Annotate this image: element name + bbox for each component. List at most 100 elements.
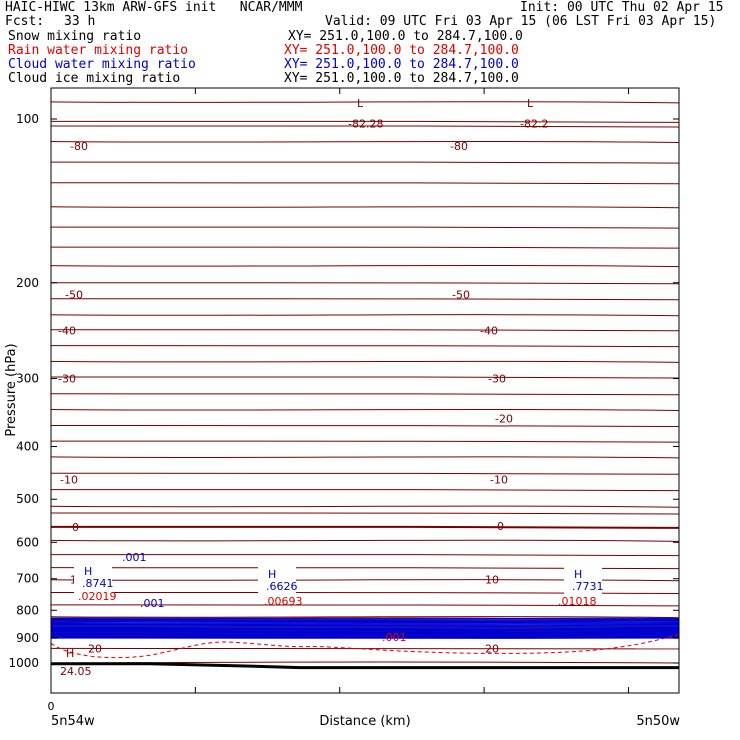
isotherm: [50, 408, 680, 412]
isotherm: [50, 125, 680, 128]
isotherm: [50, 456, 680, 459]
isotherm: [50, 440, 680, 443]
valid-time: Valid: 09 UTC Fri 03 Apr 15 (06 LST Fri …: [325, 14, 717, 29]
y-tick-label: 900: [16, 631, 39, 645]
isotherm: [50, 298, 680, 301]
isotherm: [50, 539, 680, 542]
x-axis: [50, 88, 629, 693]
isotherm: [50, 525, 680, 529]
x-tick-label-0: 0: [48, 700, 55, 713]
isotherm: [50, 505, 680, 508]
isotherm: [50, 472, 680, 475]
temp-label: 24.05: [60, 665, 92, 678]
isotherm: [50, 393, 680, 396]
temp-label: -30: [58, 373, 76, 386]
temp-label: -80: [450, 140, 468, 153]
isotherm: [50, 161, 680, 164]
rain-water-max-value: .00693: [264, 595, 303, 608]
extremum-mark: L: [357, 97, 364, 110]
y-axis-label: Pressure (hPa): [4, 343, 19, 436]
rain-water-max-value: .01018: [558, 595, 597, 608]
isotherm: [50, 182, 680, 185]
rain-water-max-value: .02019: [78, 590, 117, 603]
y-tick-label: 600: [16, 535, 39, 549]
isotherm: [50, 314, 680, 317]
cloud-water-label: .001: [140, 597, 165, 610]
cloud-water-max-value: .8741: [82, 577, 114, 590]
temp-label: -40: [58, 325, 76, 338]
temp-label: -10: [490, 474, 508, 487]
isotherm: [50, 226, 680, 229]
isotherm: [50, 140, 680, 144]
y-tick-label: 800: [16, 603, 39, 617]
temp-label: -30: [488, 373, 506, 386]
cloud-water-isoline: [50, 628, 680, 631]
rain-water-label: .001: [382, 631, 407, 644]
isotherm: [50, 345, 680, 348]
extremum-mark: L: [527, 97, 534, 110]
y-tick-label: 100: [16, 112, 39, 126]
rain-water-contour: [50, 633, 680, 659]
temp-label: -82.2: [520, 118, 548, 131]
isotherm: [50, 206, 680, 209]
temp-label: -50: [65, 288, 83, 301]
label-bg: [564, 566, 602, 596]
field-name-cloud-ice: Cloud ice mixing ratio: [8, 71, 181, 86]
init-time: Init: 00 UTC Thu 02 Apr 15: [520, 0, 724, 15]
isotherm: [50, 282, 680, 285]
cloud-water-label: .001: [122, 551, 147, 564]
y-tick-label: 500: [16, 492, 39, 506]
plot-frame: [50, 87, 680, 694]
cloud-water-max-mark: H: [84, 565, 92, 578]
field-name-snow: Snow mixing ratio: [8, 29, 142, 44]
isotherm: [50, 489, 680, 492]
cloud-water-max-mark: H: [268, 568, 276, 581]
isotherm: [50, 554, 680, 557]
isotherm: [50, 647, 680, 650]
field-range-snow: XY= 251.0,100.0 to 284.7,100.0: [288, 29, 523, 44]
isotherm: [50, 360, 680, 363]
x-endpoint-left: 5n54w: [51, 714, 95, 729]
isotherm: [50, 425, 680, 428]
y-tick-label: 300: [16, 372, 39, 386]
temp-label: -40: [480, 325, 498, 338]
x-endpoint-right: 5n50w: [636, 714, 680, 729]
model-title: HAIC-HIWC 13km ARW-GFS init NCAR/MMM: [5, 0, 303, 15]
field-name-rain: Rain water mixing ratio: [8, 43, 189, 58]
temp-label: -82.28: [348, 118, 383, 131]
forecast-hours: 33 h: [64, 14, 96, 29]
ground-line: [51, 662, 679, 670]
temp-label: -80: [70, 140, 88, 153]
temp-label: -10: [60, 474, 78, 487]
field-name-cloud-water: Cloud water mixing ratio: [8, 57, 196, 72]
isotherm: [50, 329, 680, 332]
cloud-water-contours: [50, 617, 680, 639]
isotherm: [50, 264, 680, 268]
cloud-water-max-value: .7731: [572, 580, 604, 593]
label-bg: [74, 563, 112, 593]
field-range-cloud-water: XY= 251.0,100.0 to 284.7,100.0: [284, 57, 519, 72]
temp-label: 0: [497, 520, 504, 533]
cloud-water-max-value: .6626: [266, 580, 298, 593]
isotherm: [50, 512, 680, 515]
temp-label: 0: [72, 521, 79, 534]
field-range-rain: XY= 251.0,100.0 to 284.7,100.0: [284, 43, 519, 58]
y-tick-label: 700: [16, 572, 39, 586]
forecast-label: Fcst:: [5, 14, 45, 29]
isotherm: [50, 616, 680, 619]
temp-label: 20: [88, 642, 102, 655]
isotherm: [50, 604, 680, 607]
isotherm: [50, 120, 680, 123]
temp-label: -50: [452, 288, 470, 301]
cloud-water-max-mark: H: [574, 568, 582, 581]
isotherm: [50, 376, 680, 379]
extremum-mark: H: [66, 647, 74, 660]
y-tick-label: 400: [16, 440, 39, 454]
isotherm: [50, 101, 680, 104]
y-tick-label: 1000: [8, 656, 39, 670]
temp-label: -20: [495, 412, 513, 425]
x-axis-label: Distance (km): [319, 714, 410, 729]
label-bg: [258, 566, 296, 596]
